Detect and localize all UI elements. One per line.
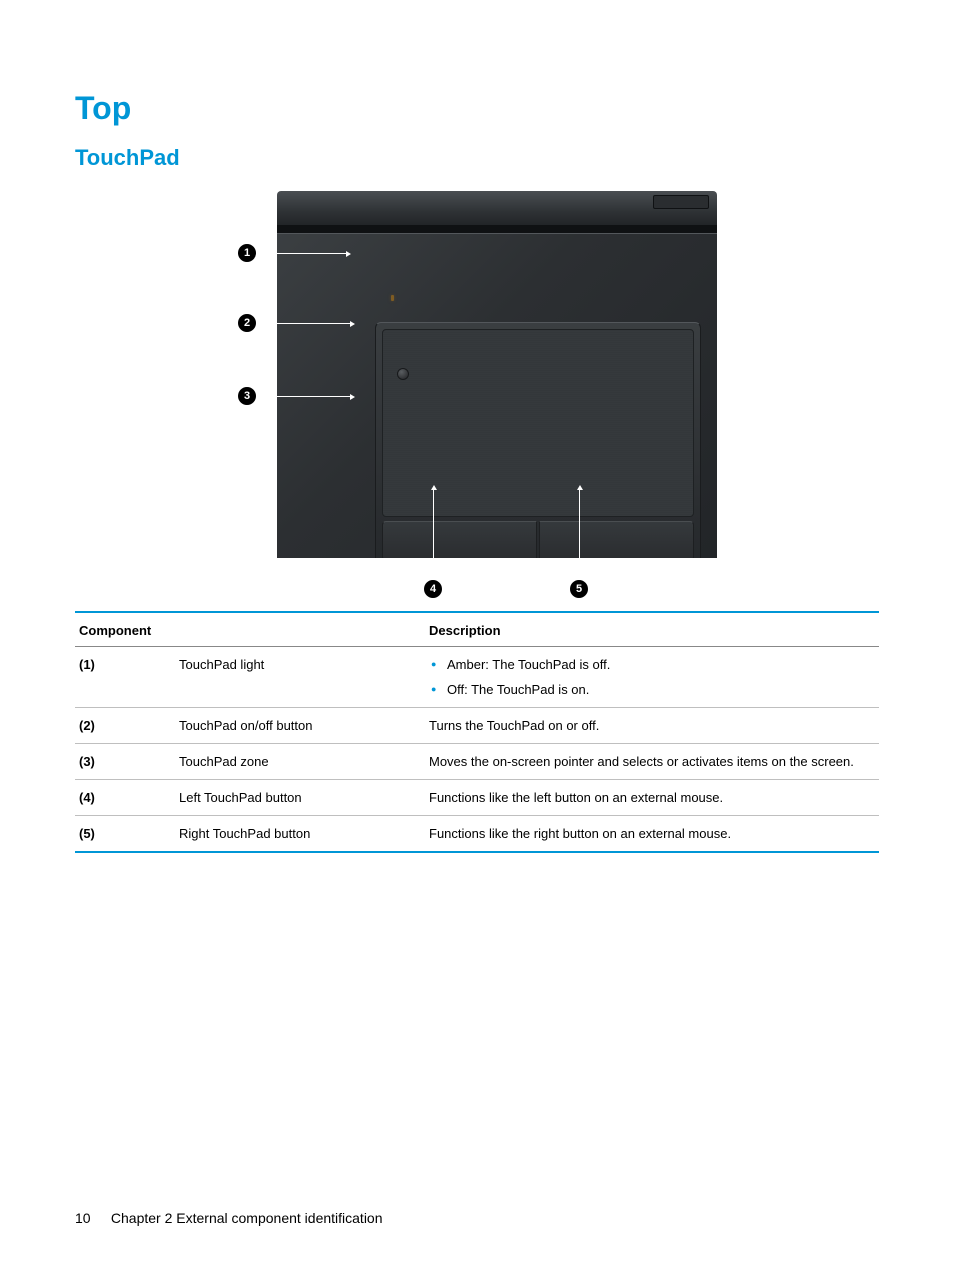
left-touchpad-button [382,521,537,561]
hinge-slot [653,195,709,209]
touchpad-onoff-button [397,368,409,380]
page-number: 10 [75,1210,107,1226]
hinge-bar [277,225,717,233]
right-touchpad-button [539,521,694,561]
table-row: (4) Left TouchPad button Functions like … [75,780,879,816]
callout-4-leader [433,489,434,579]
row-description: Moves the on-screen pointer and selects … [425,744,879,780]
row-component: TouchPad on/off button [175,708,425,744]
chapter-label: Chapter 2 External component identificat… [111,1210,383,1226]
touchpad-light [391,295,394,301]
desc-bullet: Off: The TouchPad is on. [447,682,875,697]
page-footer: 10 Chapter 2 External component identifi… [75,1210,383,1226]
component-table: Component Description (1) TouchPad light… [75,611,879,853]
th-description: Description [425,612,879,647]
callout-3-leader [259,396,351,397]
row-description: Amber: The TouchPad is off. Off: The Tou… [425,647,879,708]
callout-2-leader [259,323,351,324]
callout-1-leader [259,253,347,254]
callout-5-leader [579,489,580,579]
callout-2: 2 [237,313,257,333]
table-row: (2) TouchPad on/off button Turns the Tou… [75,708,879,744]
row-num: (2) [75,708,175,744]
row-component: Right TouchPad button [175,816,425,853]
row-num: (5) [75,816,175,853]
table-row: (5) Right TouchPad button Functions like… [75,816,879,853]
touchpad-diagram: 1 2 3 4 5 [75,191,879,601]
table-row: (3) TouchPad zone Moves the on-screen po… [75,744,879,780]
row-description: Functions like the right button on an ex… [425,816,879,853]
callout-1: 1 [237,243,257,263]
row-component: TouchPad zone [175,744,425,780]
table-row: (1) TouchPad light Amber: The TouchPad i… [75,647,879,708]
heading-touchpad: TouchPad [75,145,879,171]
row-component: TouchPad light [175,647,425,708]
th-component: Component [75,612,425,647]
row-num: (1) [75,647,175,708]
row-num: (3) [75,744,175,780]
row-component: Left TouchPad button [175,780,425,816]
callout-5: 5 [569,579,589,599]
touchpad-recess [375,322,701,568]
row-description: Turns the TouchPad on or off. [425,708,879,744]
row-num: (4) [75,780,175,816]
touchpad-zone [382,329,694,517]
callout-4: 4 [423,579,443,599]
desc-bullet: Amber: The TouchPad is off. [447,657,875,672]
row-description: Functions like the left button on an ext… [425,780,879,816]
heading-top: Top [75,90,879,127]
callout-3: 3 [237,386,257,406]
